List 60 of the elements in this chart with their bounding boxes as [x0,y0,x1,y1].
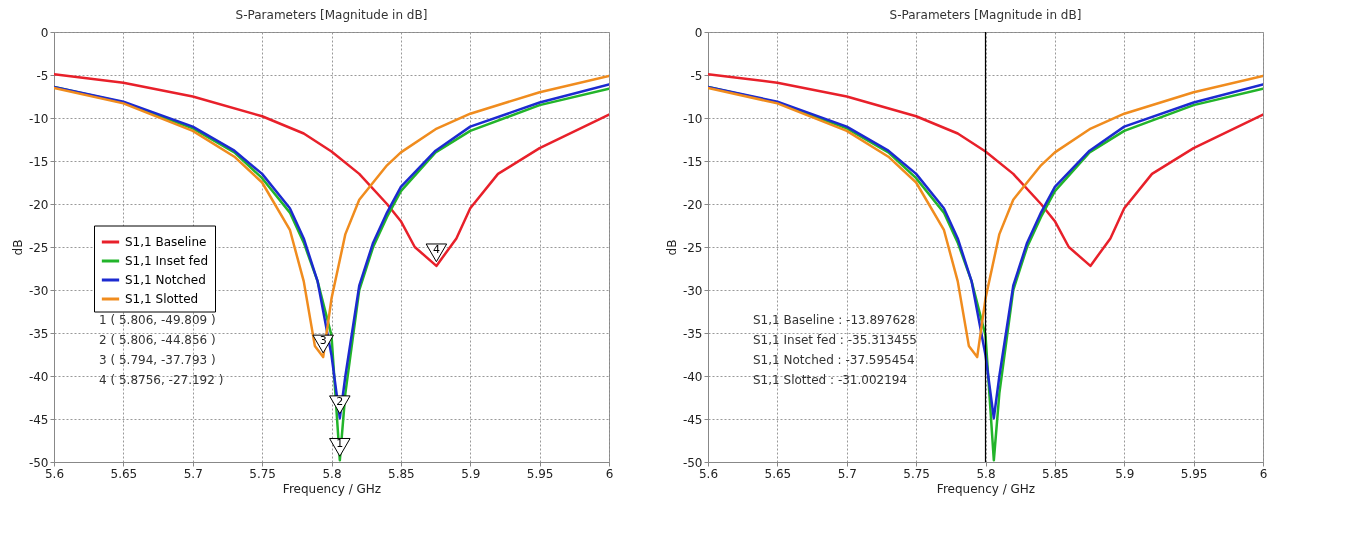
y-tick-label: -25 [682,240,703,255]
x-tick-label: 6 [605,466,614,481]
y-tick-label: -15 [682,154,703,169]
legend-label: S1,1 Inset fed [125,254,209,268]
x-axis-title: Frequency / GHz [282,481,382,496]
line-series [708,72,1263,268]
x-tick-label: 5.75 [903,466,930,481]
annotation: 2 ( 5.806, -44.856 ) [99,333,216,348]
x-tick-label: 5.65 [110,466,138,481]
y-tick-label: -30 [28,283,49,298]
annotation: 4 ( 5.8756, -27.192 ) [99,373,224,388]
x-tick-label: 5.85 [388,466,415,481]
x-tick-label: 5.65 [764,466,792,481]
y-tick-label: 0 [40,25,49,40]
x-tick-label: 5.7 [837,466,857,481]
y-axis-title: dB [664,239,679,256]
x-tick-label: 6 [1259,466,1268,481]
y-axis-title: dB [10,239,25,256]
annotation: 4 [432,242,440,256]
annotation: S1,1 Baseline : -13.897628 [753,313,916,328]
x-tick-label: 5.9 [461,466,481,481]
x-tick-label: 5.8 [976,466,996,481]
x-tick-label: 5.95 [526,466,554,481]
y-tick-label: -40 [682,369,703,384]
y-tick-label: -40 [28,369,49,384]
x-tick-label: 5.7 [183,466,203,481]
annotation: 2 [336,394,344,408]
annotation: S1,1 Inset fed : -35.313455 [753,333,917,348]
y-tick-label: -45 [28,412,49,427]
y-tick-label: -45 [682,412,703,427]
y-tick-label: -5 [36,68,49,83]
y-tick-label: -30 [682,283,703,298]
legend-label: S1,1 Slotted [125,292,199,306]
annotation: S1,1 Slotted : -31.002194 [753,373,908,388]
y-tick-label: -5 [690,68,703,83]
y-tick-label: -35 [682,326,703,341]
y-tick-label: -20 [682,197,703,212]
legend-label: S1,1 Notched [125,273,206,287]
y-tick-label: -10 [682,111,703,126]
x-tick-label: 5.9 [1115,466,1135,481]
annotation: 3 ( 5.794, -37.793 ) [99,353,216,368]
y-tick-label: -10 [28,111,49,126]
y-tick-label: -20 [28,197,49,212]
x-tick-label: 5.8 [322,466,342,481]
y-tick-label: 0 [694,25,703,40]
x-tick-label: 5.95 [1180,466,1208,481]
chart-title: S-Parameters [Magnitude in dB] [235,8,428,22]
legend-label: S1,1 Baseline [125,235,207,249]
annotation: 1 ( 5.806, -49.809 ) [99,313,216,328]
line-series [54,72,609,268]
annotation: S1,1 Notched : -37.595454 [753,353,915,368]
annotation: 3 [319,334,327,348]
y-tick-label: -25 [28,240,49,255]
y-tick-label: -15 [28,154,49,169]
x-tick-label: 5.85 [1042,466,1069,481]
x-axis-title: Frequency / GHz [936,481,1036,496]
chart-title: S-Parameters [Magnitude in dB] [889,8,1082,22]
x-tick-label: 5.75 [249,466,276,481]
annotation: 1 [336,437,344,451]
y-tick-label: -35 [28,326,49,341]
